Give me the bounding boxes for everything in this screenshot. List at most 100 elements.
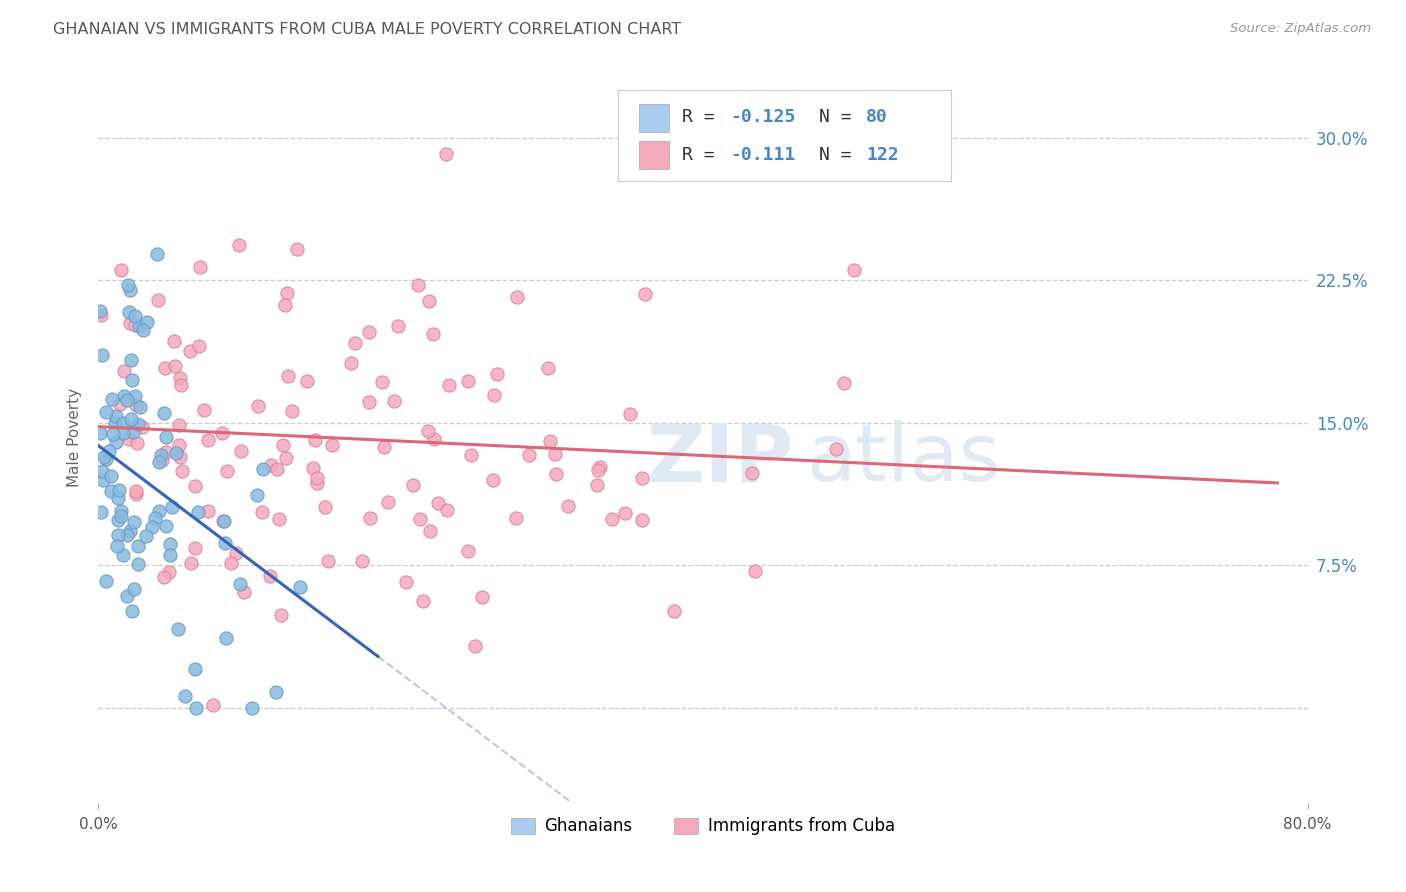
Point [457,374,479,388]
Point [359,511,381,525]
Point [141,519,163,533]
Point [201,698,224,712]
Point [486,367,509,381]
Point [434,146,457,161]
Point [276,286,298,301]
Point [252,462,274,476]
Point [121,604,143,618]
Point [96,574,118,589]
Point [436,503,458,517]
Point [128,319,150,334]
Point [173,690,195,704]
Point [122,515,145,529]
Point [588,463,610,477]
FancyBboxPatch shape [619,90,950,181]
Point [264,685,287,699]
Point [89,304,111,318]
Point [290,580,312,594]
Point [107,513,129,527]
Point [112,389,135,403]
Point [259,568,281,582]
Point [146,246,169,260]
Point [108,397,131,411]
Point [212,514,235,528]
Point [481,473,503,487]
Point [225,546,247,560]
Point [122,582,145,597]
Point [247,399,270,413]
Point [538,434,561,448]
Point [118,432,141,446]
Point [187,339,209,353]
Point [406,278,429,293]
Point [121,425,143,440]
Point [125,483,148,498]
Point [343,336,366,351]
Point [97,444,120,458]
Point [120,352,142,367]
Point [506,290,529,304]
Text: R =: R = [682,109,725,127]
Point [120,283,142,297]
Point [124,310,146,324]
Point [229,444,252,458]
Point [124,318,146,333]
Point [90,505,112,519]
Point [482,388,505,402]
Point [350,554,373,568]
Point [744,564,766,578]
Point [183,662,205,676]
Point [270,607,292,622]
Point [197,433,219,447]
Point [160,500,183,514]
Point [232,585,254,599]
Point [111,416,134,430]
Point [167,623,190,637]
Point [169,450,191,464]
Point [285,242,308,256]
Point [105,539,128,553]
Point [304,433,326,447]
Text: Source: ZipAtlas.com: Source: ZipAtlas.com [1230,22,1371,36]
Point [357,325,380,339]
Point [90,308,112,322]
Text: N =: N = [820,109,862,127]
Point [120,524,142,539]
Point [427,496,450,510]
Point [184,479,207,493]
Point [110,262,132,277]
FancyBboxPatch shape [638,104,669,132]
Point [187,505,209,519]
Point [150,448,173,462]
Point [464,639,486,653]
Point [91,348,114,362]
Point [150,453,173,467]
Text: GHANAIAN VS IMMIGRANTS FROM CUBA MALE POVERTY CORRELATION CHART: GHANAIAN VS IMMIGRANTS FROM CUBA MALE PO… [53,22,682,37]
Point [321,438,343,452]
Point [419,524,441,538]
Point [214,535,236,549]
Point [544,447,567,461]
Text: ZIP: ZIP [647,420,793,498]
Point [89,426,111,441]
Point [634,287,657,301]
Point [557,499,579,513]
Text: -0.125: -0.125 [731,109,796,127]
Point [148,504,170,518]
Point [148,455,170,469]
Text: 122: 122 [866,146,898,164]
Point [614,506,637,520]
Point [101,427,124,442]
Point [94,452,117,467]
Point [107,527,129,541]
Point [402,478,425,492]
Point [153,360,176,375]
Point [101,392,124,406]
Point [112,364,135,378]
Text: -0.111: -0.111 [731,146,796,164]
FancyBboxPatch shape [638,141,669,169]
Point [314,500,336,514]
Point [305,475,328,490]
Point [179,344,201,359]
Point [163,334,186,348]
